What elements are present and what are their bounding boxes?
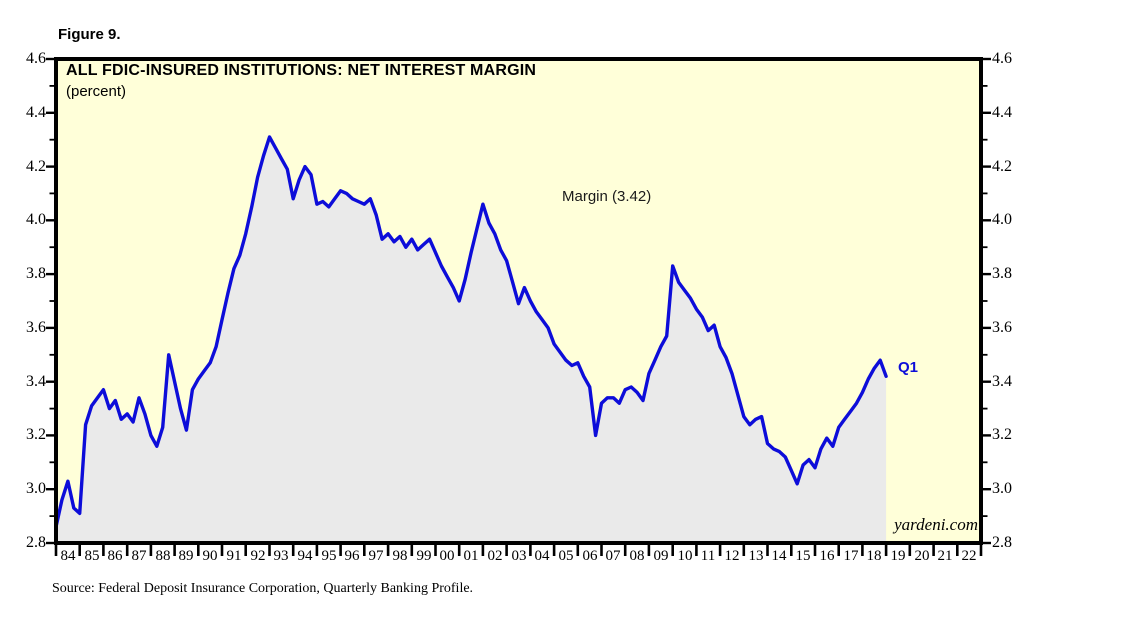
- plot-title: ALL FDIC-INSURED INSTITUTIONS: NET INTER…: [66, 62, 537, 79]
- y-tick-label-right: 4.0: [992, 211, 1012, 228]
- y-tick-label-right: 4.2: [992, 158, 1012, 175]
- x-tick-label: 84: [60, 548, 76, 564]
- x-tick-label: 98: [392, 548, 408, 564]
- x-tick-label: 10: [677, 548, 693, 564]
- y-tick-label-left: 4.0: [26, 211, 46, 228]
- x-tick-label: 91: [226, 548, 242, 564]
- x-tick-label: 89: [178, 548, 194, 564]
- y-tick-label-left: 3.0: [26, 480, 46, 497]
- plot-subtitle: (percent): [66, 83, 127, 100]
- x-tick-label: 21: [937, 548, 953, 564]
- y-tick-label-right: 2.8: [992, 534, 1012, 551]
- x-tick-label: 93: [273, 548, 289, 564]
- y-tick-label-left: 3.8: [26, 265, 46, 282]
- x-tick-label: 99: [416, 548, 432, 564]
- y-tick-label-right: 3.4: [992, 373, 1012, 390]
- figure-label: Figure 9.: [58, 26, 121, 43]
- x-tick-label: 02: [487, 548, 503, 564]
- margin-value-annotation: Margin (3.42): [562, 188, 652, 205]
- x-tick-label: 16: [819, 548, 835, 564]
- x-tick-label: 22: [961, 548, 977, 564]
- y-tick-label-left: 3.2: [26, 426, 46, 443]
- yardeni-watermark: yardeni.com: [894, 515, 978, 534]
- x-tick-label: 06: [582, 548, 598, 564]
- x-tick-label: 11: [700, 548, 716, 564]
- x-tick-label: 01: [463, 548, 479, 564]
- x-tick-label: 19: [890, 548, 906, 564]
- x-tick-label: 90: [202, 548, 218, 564]
- x-tick-label: 05: [558, 548, 574, 564]
- x-tick-label: 85: [84, 548, 100, 564]
- latest-quarter-label: Q1: [898, 359, 919, 376]
- y-tick-label-right: 4.6: [992, 50, 1012, 67]
- y-tick-label-left: 2.8: [26, 534, 46, 551]
- x-tick-label: 12: [724, 548, 740, 564]
- x-tick-label: 18: [866, 548, 882, 564]
- source-note: Source: Federal Deposit Insurance Corpor…: [52, 581, 474, 596]
- y-tick-label-right: 3.8: [992, 265, 1012, 282]
- y-tick-label-left: 4.4: [26, 104, 46, 121]
- x-tick-label: 14: [771, 548, 787, 564]
- y-tick-label-left: 4.2: [26, 158, 46, 175]
- x-tick-label: 97: [368, 548, 384, 564]
- x-tick-label: 96: [344, 548, 360, 564]
- x-tick-label: 20: [914, 548, 930, 564]
- x-tick-label: 86: [107, 548, 123, 564]
- x-tick-label: 94: [297, 548, 313, 564]
- x-tick-label: 88: [155, 548, 171, 564]
- x-tick-label: 17: [843, 548, 859, 564]
- x-tick-label: 87: [131, 548, 147, 564]
- y-tick-label-left: 3.4: [26, 373, 46, 390]
- y-tick-label-left: 3.6: [26, 319, 46, 336]
- x-tick-label: 15: [795, 548, 811, 564]
- x-tick-label: 09: [653, 548, 669, 564]
- x-tick-label: 92: [250, 548, 266, 564]
- y-tick-label-left: 4.6: [26, 50, 46, 67]
- x-tick-label: 00: [439, 548, 455, 564]
- y-tick-label-right: 3.0: [992, 480, 1012, 497]
- x-tick-label: 95: [321, 548, 337, 564]
- y-tick-label-right: 4.4: [992, 104, 1012, 121]
- x-tick-label: 07: [605, 548, 621, 564]
- y-tick-label-right: 3.2: [992, 426, 1012, 443]
- x-tick-label: 04: [534, 548, 550, 564]
- x-tick-label: 13: [748, 548, 764, 564]
- x-tick-label: 08: [629, 548, 645, 564]
- x-tick-label: 03: [511, 548, 527, 564]
- y-tick-label-right: 3.6: [992, 319, 1012, 336]
